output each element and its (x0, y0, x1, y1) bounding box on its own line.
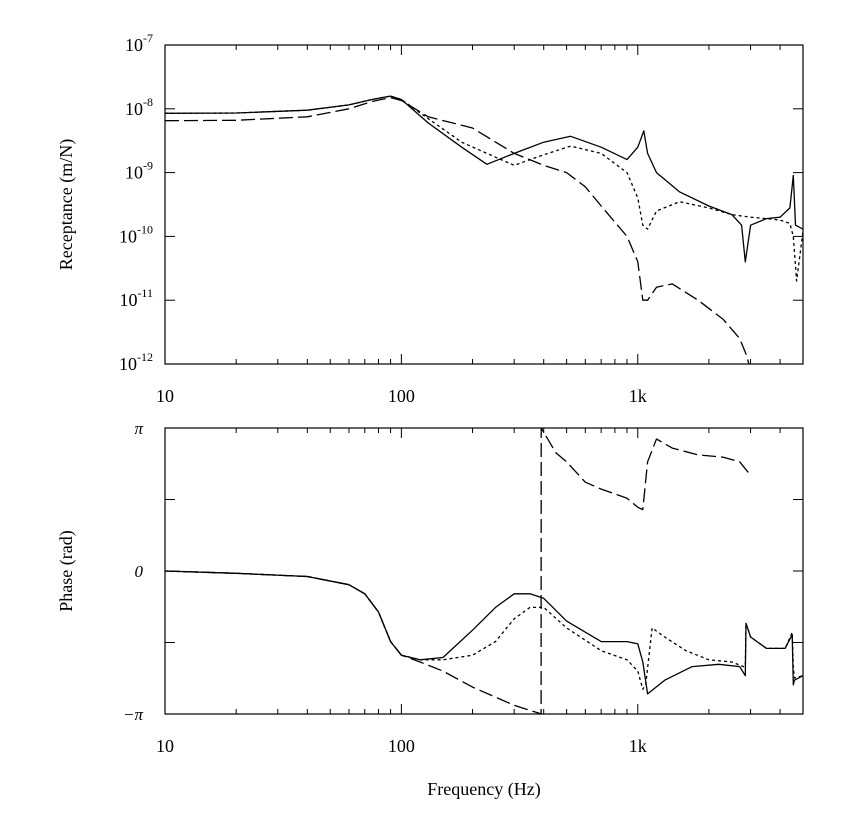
x-tick-label: 100 (388, 386, 415, 406)
y-tick-base: 10 (125, 163, 143, 183)
plot-frame (164, 427, 804, 715)
x-tick-label: 100 (388, 736, 415, 756)
x-ticks (164, 45, 804, 364)
y-tick-label: 10-9 (125, 159, 153, 183)
y-axis-label: Receptance (m/N) (56, 139, 77, 270)
receptance-panel: 10 100 1k10-1210-1110-1010-910-810-7Recept… (56, 31, 804, 406)
y-tick-exponent: -12 (137, 350, 153, 364)
y-tick-label: 10-11 (119, 286, 153, 310)
series-line-solid (165, 95, 803, 263)
x-ticks (164, 428, 804, 714)
y-tick-label: 10-12 (119, 350, 153, 374)
series-line-solid (165, 570, 803, 695)
y-tick-label: −π (123, 705, 143, 724)
y-tick-label: 10-8 (125, 95, 153, 119)
y-tick-base: 10 (119, 290, 137, 310)
series-line-dotted (165, 570, 803, 690)
y-axis-label: Phase (rad) (56, 530, 77, 611)
x-tick-label: 10 (156, 736, 174, 756)
series-line-dashed (165, 427, 750, 715)
y-tick-base: 10 (119, 226, 137, 246)
plot-frame (164, 44, 804, 365)
y-tick-label: 10-7 (125, 31, 153, 55)
y-tick-exponent: -7 (143, 31, 153, 45)
y-tick-exponent: -8 (143, 95, 153, 109)
y-tick-label: 0 (135, 562, 144, 581)
y-tick-base: 10 (125, 99, 143, 119)
y-tick-label: 10-10 (119, 222, 153, 246)
y-tick-exponent: -9 (143, 159, 153, 173)
phase-panel: 10 100 1k −π 0 π Phase (rad) Frequency (Hz) (56, 419, 804, 800)
y-tick-base: 10 (119, 354, 137, 374)
series-line-dashed (165, 96, 750, 365)
y-tick-exponent: -11 (137, 286, 153, 300)
x-tick-label: 10 (156, 386, 174, 406)
y-tick-exponent: -10 (137, 222, 153, 236)
x-tick-label: 1k (629, 736, 647, 756)
y-ticks (165, 427, 803, 715)
x-tick-label: 1k (629, 386, 647, 406)
y-ticks (165, 44, 803, 365)
y-tick-base: 10 (125, 35, 143, 55)
y-tick-label: π (134, 419, 143, 438)
x-axis-label: Frequency (Hz) (427, 779, 540, 800)
series-line-dotted (165, 95, 803, 282)
